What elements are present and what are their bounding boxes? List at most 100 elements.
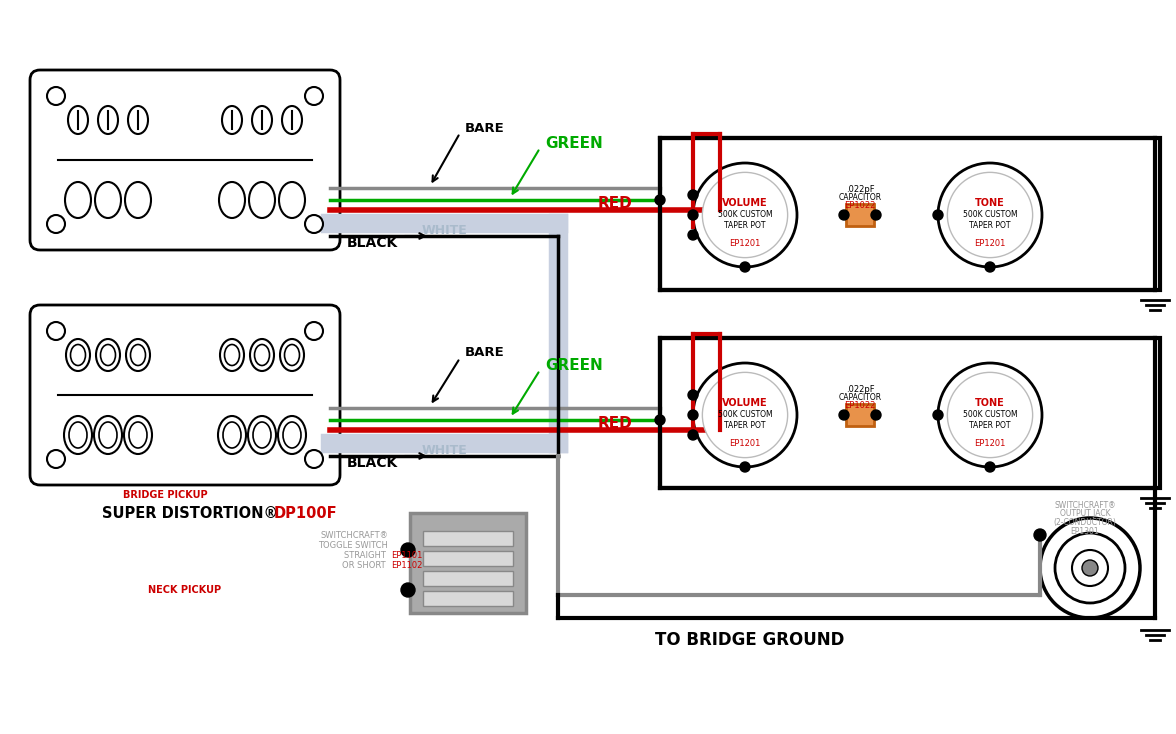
Text: BRIDGE PICKUP: BRIDGE PICKUP [122, 490, 207, 500]
Ellipse shape [252, 106, 272, 134]
Circle shape [688, 390, 699, 400]
Text: 500K CUSTOM
TAPER POT: 500K CUSTOM TAPER POT [717, 211, 773, 230]
Ellipse shape [125, 182, 151, 218]
Circle shape [688, 430, 699, 440]
Circle shape [838, 210, 849, 220]
Ellipse shape [95, 182, 121, 218]
Ellipse shape [254, 344, 269, 366]
Ellipse shape [250, 339, 274, 371]
Ellipse shape [69, 422, 87, 448]
Circle shape [1034, 529, 1045, 541]
Bar [423, 571, 513, 586]
Circle shape [305, 215, 323, 233]
Ellipse shape [279, 182, 305, 218]
Text: EP1201: EP1201 [729, 239, 761, 247]
Text: BLACK: BLACK [347, 456, 397, 470]
Text: 500K CUSTOM
TAPER POT: 500K CUSTOM TAPER POT [717, 410, 773, 429]
Text: STRAIGHT: STRAIGHT [343, 551, 388, 561]
Circle shape [938, 363, 1042, 467]
Ellipse shape [248, 416, 276, 454]
Bar [423, 591, 513, 606]
Text: .022pF: .022pF [846, 385, 874, 393]
Ellipse shape [253, 422, 270, 448]
Text: CAPACITOR: CAPACITOR [838, 393, 882, 401]
Text: TO BRIDGE GROUND: TO BRIDGE GROUND [655, 631, 844, 649]
Bar [410, 513, 526, 613]
Circle shape [938, 163, 1042, 267]
Circle shape [933, 410, 943, 420]
Text: BLACK: BLACK [347, 236, 397, 250]
Circle shape [838, 410, 849, 420]
Text: EP1201: EP1201 [974, 239, 1005, 247]
Circle shape [305, 87, 323, 105]
Circle shape [871, 410, 881, 420]
Text: EP1201: EP1201 [974, 438, 1005, 448]
Ellipse shape [64, 416, 92, 454]
Circle shape [985, 262, 995, 272]
Circle shape [702, 372, 788, 457]
Circle shape [47, 215, 65, 233]
Ellipse shape [222, 106, 242, 134]
Text: DP100F: DP100F [273, 506, 336, 520]
Circle shape [305, 450, 323, 468]
Circle shape [655, 195, 664, 205]
Bar [846, 404, 874, 426]
Circle shape [655, 415, 664, 425]
Ellipse shape [249, 182, 275, 218]
Text: 500K CUSTOM
TAPER POT: 500K CUSTOM TAPER POT [963, 211, 1017, 230]
Ellipse shape [71, 344, 86, 366]
Text: TONE: TONE [975, 198, 1004, 208]
Ellipse shape [98, 106, 118, 134]
Bar [660, 138, 1160, 290]
Circle shape [401, 543, 415, 557]
Circle shape [305, 322, 323, 340]
Ellipse shape [99, 422, 116, 448]
Ellipse shape [68, 106, 88, 134]
Ellipse shape [225, 344, 240, 366]
Text: TOGGLE SWITCH: TOGGLE SWITCH [319, 542, 388, 550]
Text: RED: RED [599, 416, 633, 432]
Text: VOLUME: VOLUME [722, 198, 768, 208]
Circle shape [948, 172, 1033, 258]
Circle shape [688, 410, 699, 420]
Ellipse shape [94, 416, 122, 454]
Bar [660, 338, 1160, 488]
Ellipse shape [218, 416, 246, 454]
Ellipse shape [96, 339, 120, 371]
Ellipse shape [100, 344, 115, 366]
Text: GREEN: GREEN [544, 357, 603, 372]
Ellipse shape [129, 422, 147, 448]
Text: TONE: TONE [975, 398, 1004, 408]
Circle shape [1040, 518, 1140, 618]
Ellipse shape [128, 106, 148, 134]
Ellipse shape [285, 344, 300, 366]
Circle shape [688, 190, 699, 200]
Ellipse shape [219, 182, 245, 218]
Text: (2-CONDUCTOR): (2-CONDUCTOR) [1054, 518, 1116, 528]
Text: CAPACITOR: CAPACITOR [838, 192, 882, 202]
Circle shape [47, 450, 65, 468]
Circle shape [871, 210, 881, 220]
Circle shape [740, 262, 750, 272]
Ellipse shape [223, 422, 241, 448]
Circle shape [948, 372, 1033, 457]
Text: EP1301: EP1301 [1070, 528, 1100, 537]
Circle shape [47, 87, 65, 105]
Text: NECK PICKUP: NECK PICKUP [148, 585, 221, 595]
Text: SWITCHCRAFT®: SWITCHCRAFT® [320, 531, 388, 540]
Ellipse shape [123, 416, 152, 454]
Text: BARE: BARE [465, 346, 505, 360]
Ellipse shape [65, 182, 91, 218]
FancyBboxPatch shape [31, 305, 340, 485]
Ellipse shape [126, 339, 151, 371]
Ellipse shape [280, 339, 305, 371]
Circle shape [933, 210, 943, 220]
Circle shape [1073, 550, 1108, 586]
Text: BARE: BARE [465, 122, 505, 134]
Text: OR SHORT: OR SHORT [342, 562, 388, 570]
Text: OUTPUT JACK: OUTPUT JACK [1060, 509, 1110, 518]
Circle shape [985, 462, 995, 472]
Circle shape [401, 583, 415, 597]
Text: RED: RED [599, 197, 633, 211]
Bar [846, 204, 874, 226]
